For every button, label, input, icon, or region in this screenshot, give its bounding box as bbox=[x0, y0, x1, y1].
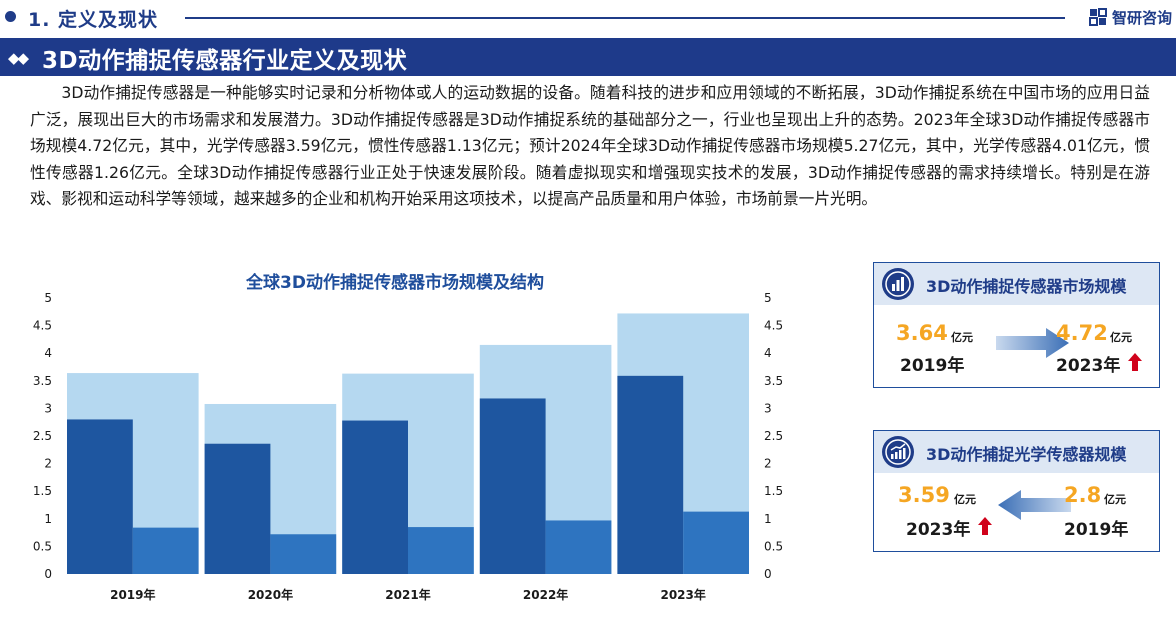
year-label: 2019年 bbox=[900, 356, 965, 376]
y-tick-label-right: 0.5 bbox=[764, 539, 783, 553]
market-size-card: 3D动作捕捉传感器市场规模 3.64 亿元 2019年 4.72 亿元 2023… bbox=[873, 262, 1160, 388]
y-tick-label-right: 2 bbox=[764, 457, 772, 471]
year-label: 2019年 bbox=[1064, 520, 1129, 540]
up-arrow-icon bbox=[1128, 353, 1142, 371]
left-arrow-icon bbox=[998, 490, 1071, 520]
value-2023: 4.72 bbox=[1056, 321, 1108, 345]
inertial-bar bbox=[408, 527, 474, 574]
y-tick-label-right: 2.5 bbox=[764, 429, 783, 443]
inertial-bar bbox=[683, 511, 749, 574]
diamond-icon: ◆◆ bbox=[8, 49, 29, 67]
inertial-bar bbox=[545, 520, 612, 574]
y-tick-label-right: 3 bbox=[764, 401, 772, 415]
divider bbox=[185, 17, 1065, 19]
card-title: 3D动作捕捉光学传感器规模 bbox=[926, 445, 1127, 464]
x-tick-label: 2020年 bbox=[248, 587, 293, 602]
brand: 智研咨询 bbox=[1088, 5, 1172, 29]
x-tick-label: 2021年 bbox=[385, 587, 430, 602]
value-2019: 3.64 bbox=[896, 321, 948, 345]
optical-sensor-card: 3D动作捕捉光学传感器规模 3.59 亿元 2023年 2.8 亿元 2019年 bbox=[873, 430, 1160, 552]
optical-bar bbox=[479, 398, 546, 574]
y-tick-label-left: 3 bbox=[44, 401, 52, 415]
inertial-bar bbox=[132, 527, 199, 574]
optical-bar bbox=[67, 419, 133, 574]
y-tick-label-right: 5 bbox=[764, 291, 772, 305]
y-tick-label-left: 2.5 bbox=[33, 429, 52, 443]
y-tick-label-right: 1.5 bbox=[764, 484, 783, 498]
year-label: 2023年 bbox=[906, 520, 971, 540]
heading-band: ◆◆ 3D动作捕捉传感器行业定义及现状 bbox=[0, 38, 1176, 76]
value-2019: 2.8 bbox=[1064, 483, 1102, 507]
y-tick-label-right: 1 bbox=[764, 512, 772, 526]
optical-bar bbox=[342, 420, 408, 574]
page-title: 3D动作捕捉传感器行业定义及现状 bbox=[42, 48, 408, 74]
bullet-dot bbox=[5, 11, 16, 22]
optical-bar bbox=[617, 375, 684, 574]
y-tick-label-right: 0 bbox=[764, 567, 772, 581]
brand-name: 智研咨询 bbox=[1111, 8, 1172, 27]
y-tick-label-right: 4.5 bbox=[764, 319, 783, 333]
growth-chart-icon bbox=[882, 436, 914, 468]
y-tick-label-left: 3.5 bbox=[33, 374, 52, 388]
y-tick-label-right: 4 bbox=[764, 346, 772, 360]
y-tick-label-left: 4 bbox=[44, 346, 52, 360]
card-header: 3D动作捕捉光学传感器规模 bbox=[874, 431, 1159, 473]
section-bar: 1. 定义及现状 智研咨询 bbox=[0, 0, 1176, 34]
up-arrow-icon bbox=[978, 517, 992, 535]
y-tick-label-left: 1.5 bbox=[33, 484, 52, 498]
card-header: 3D动作捕捉传感器市场规模 bbox=[874, 263, 1159, 305]
optical-bar bbox=[204, 443, 271, 574]
right-arrow-icon bbox=[996, 328, 1069, 358]
intro-paragraph: 3D动作捕捉传感器是一种能够实时记录和分析物体或人的运动数据的设备。随着科技的进… bbox=[30, 83, 1150, 209]
bar-chart: 0 0 0.5 0.5 1 1 1.5 1.5 2 2 2.5 2.5 3 3 3.5 3.5 4 4 4.5 4.5… bbox=[33, 291, 783, 602]
x-tick-label: 2022年 bbox=[523, 587, 568, 602]
y-tick-label-left: 0 bbox=[44, 567, 52, 581]
x-tick-label: 2019年 bbox=[110, 587, 155, 602]
y-tick-label-left: 5 bbox=[44, 291, 52, 305]
value-2023: 3.59 bbox=[898, 483, 950, 507]
y-tick-label-left: 4.5 bbox=[33, 319, 52, 333]
y-tick-label-left: 1 bbox=[44, 512, 52, 526]
x-tick-label: 2023年 bbox=[660, 587, 705, 602]
unit-label: 亿元 bbox=[1110, 331, 1132, 344]
inertial-bar bbox=[270, 534, 337, 574]
section-title: 1. 定义及现状 bbox=[28, 9, 159, 31]
brand-logo-icon bbox=[1088, 8, 1107, 26]
unit-label: 亿元 bbox=[954, 493, 976, 506]
card-title: 3D动作捕捉传感器市场规模 bbox=[926, 277, 1127, 296]
y-tick-label-left: 0.5 bbox=[33, 539, 52, 553]
unit-label: 亿元 bbox=[951, 331, 973, 344]
y-tick-label-left: 2 bbox=[44, 457, 52, 471]
chart-title: 全球3D动作捕捉传感器市场规模及结构 bbox=[246, 273, 544, 293]
year-label: 2023年 bbox=[1056, 356, 1121, 376]
bar-chart-icon bbox=[882, 268, 914, 300]
unit-label: 亿元 bbox=[1104, 493, 1126, 506]
y-tick-label-right: 3.5 bbox=[764, 374, 783, 388]
